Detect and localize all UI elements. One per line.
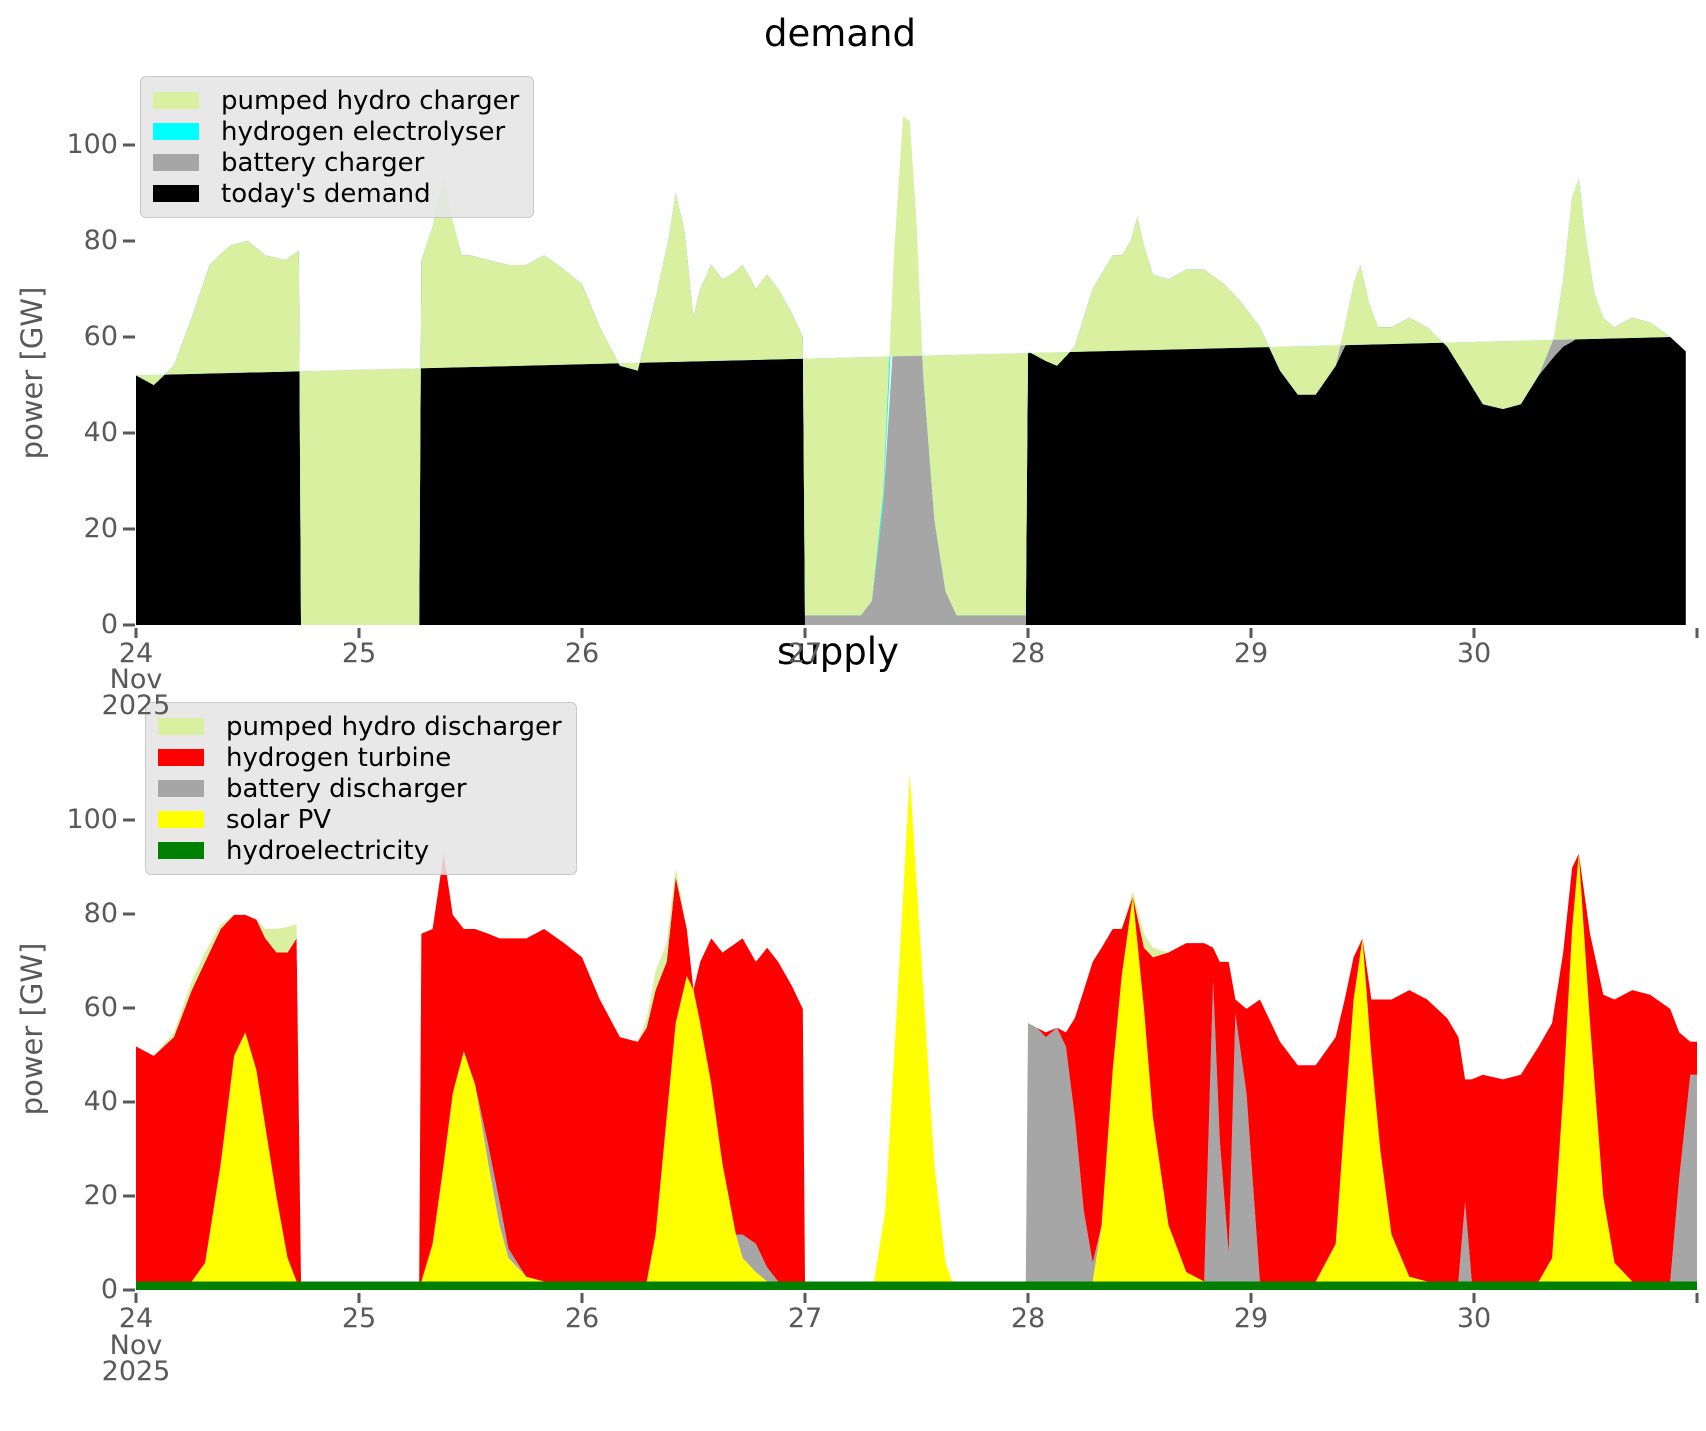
legend-label: today's demand <box>221 178 431 209</box>
x-axis-month-label: Nov <box>109 1330 163 1361</box>
area-battery-charger <box>136 178 1686 625</box>
x-tick-label: 28 <box>1010 638 1046 669</box>
y-tick-label: 20 <box>83 513 118 544</box>
legend-label: battery charger <box>221 147 425 178</box>
x-tick-label: 28 <box>1010 1303 1046 1334</box>
legend-label: hydroelectricity <box>226 835 430 866</box>
x-tick-label: 26 <box>564 1303 600 1334</box>
x-tick-label: 25 <box>341 1303 377 1334</box>
legend-item: hydrogen electrolyser <box>153 116 519 147</box>
legend-swatch-icon <box>153 185 199 202</box>
supply-legend: pumped hydro discharger hydrogen turbine b… <box>145 702 577 875</box>
legend-swatch-icon <box>158 780 204 797</box>
x-tick-label: 26 <box>564 638 600 669</box>
x-tick-label: 25 <box>341 638 377 669</box>
x-axis-month-label: Nov <box>109 664 163 695</box>
legend-label: hydrogen turbine <box>226 742 452 773</box>
x-tick-label: 30 <box>1456 1303 1492 1334</box>
area-pumped-hydro-charger <box>136 116 1671 625</box>
legend-swatch-icon <box>158 718 204 735</box>
legend-item: today's demand <box>153 178 519 209</box>
legend-item: hydrogen turbine <box>158 742 562 773</box>
legend-label: pumped hydro charger <box>221 85 520 116</box>
y-tick-label: 60 <box>83 992 118 1023</box>
supply-y-axis-label: power [GW] <box>15 942 49 1116</box>
legend-swatch-icon <box>158 811 204 828</box>
demand-chart-title: demand <box>764 12 916 55</box>
area-hydrogen-turbine <box>136 773 1697 1282</box>
legend-label: solar PV <box>226 804 332 835</box>
legend-item: pumped hydro discharger <box>158 711 562 742</box>
legend-swatch-icon <box>153 92 199 109</box>
legend-label: battery discharger <box>226 773 467 804</box>
x-tick-label: 29 <box>1233 1303 1269 1334</box>
y-tick-label: 40 <box>83 1086 118 1117</box>
y-tick-label: 80 <box>83 225 118 256</box>
legend-item: solar PV <box>158 804 562 835</box>
x-axis-year-label: 2025 <box>101 690 171 721</box>
legend-label: pumped hydro discharger <box>226 711 562 742</box>
y-tick-label: 80 <box>83 898 118 929</box>
y-tick-label: 100 <box>66 129 118 160</box>
y-tick-label: 20 <box>83 1180 118 1211</box>
legend-item: battery charger <box>153 147 519 178</box>
legend-item: hydroelectricity <box>158 835 562 866</box>
area-hydroelectricity <box>136 1281 1697 1290</box>
supply-chart-title: supply <box>777 630 899 673</box>
x-tick-label: 24 <box>118 1303 154 1334</box>
legend-swatch-icon <box>158 842 204 859</box>
y-tick-label: 0 <box>100 1274 118 1305</box>
x-tick-label: 24 <box>118 638 154 669</box>
area-solar-pv <box>136 773 1697 1282</box>
legend-item: pumped hydro charger <box>153 85 519 116</box>
y-tick-label: 100 <box>66 804 118 835</box>
demand-legend: pumped hydro charger hydrogen electrolyse… <box>140 76 535 218</box>
x-axis-year-label: 2025 <box>101 1356 171 1387</box>
x-tick-label: 29 <box>1233 638 1269 669</box>
legend-swatch-icon <box>158 749 204 766</box>
y-tick-label: 0 <box>100 609 118 640</box>
legend-item: battery discharger <box>158 773 562 804</box>
x-tick-label: 27 <box>787 638 823 669</box>
y-tick-label: 40 <box>83 417 118 448</box>
legend-swatch-icon <box>153 123 199 140</box>
legend-label: hydrogen electrolyser <box>221 116 506 147</box>
y-tick-label: 60 <box>83 321 118 352</box>
legend-swatch-icon <box>153 154 199 171</box>
x-tick-label: 27 <box>787 1303 823 1334</box>
x-tick-label: 30 <box>1456 638 1492 669</box>
